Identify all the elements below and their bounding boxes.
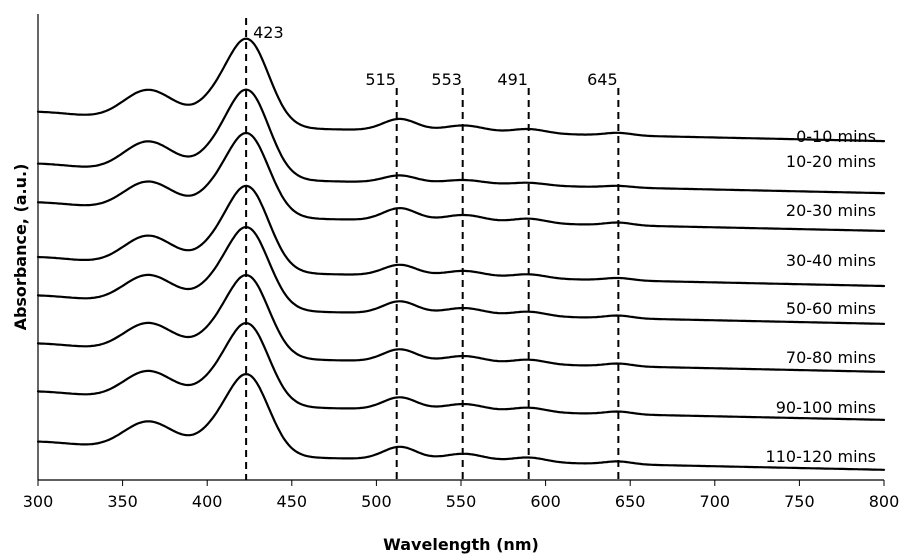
peak-label-491: 491 bbox=[497, 70, 528, 89]
x-tick-label-800: 800 bbox=[869, 492, 900, 511]
series-label-5: 50-60 mins bbox=[786, 299, 876, 318]
peak-label-645: 645 bbox=[587, 70, 618, 89]
spectra-series bbox=[36, 37, 886, 471]
spectrum-line-1 bbox=[36, 37, 886, 143]
spectrum-line-3 bbox=[36, 131, 886, 232]
peak-label-553: 553 bbox=[431, 70, 462, 89]
series-label-2: 10-20 mins bbox=[786, 152, 876, 171]
spectrum-line-2 bbox=[36, 88, 886, 195]
x-tick-label-600: 600 bbox=[530, 492, 561, 511]
x-tick-label-700: 700 bbox=[700, 492, 731, 511]
series-labels: 0-10 mins 10-20 mins 20-30 mins 30-40 mins 5… bbox=[766, 127, 876, 466]
x-axis-ticks: 300 350 400 450 500 550 600 650 700 750 800 bbox=[23, 480, 900, 511]
x-tick-label-400: 400 bbox=[192, 492, 223, 511]
x-tick-label-300: 300 bbox=[23, 492, 54, 511]
x-tick-label-650: 650 bbox=[615, 492, 646, 511]
x-tick-label-550: 550 bbox=[446, 492, 477, 511]
series-label-3: 20-30 mins bbox=[786, 201, 876, 220]
spectrum-line-8 bbox=[36, 373, 886, 471]
peak-markers: 423 515 553 491 645 bbox=[245, 18, 620, 480]
spectrum-line-6 bbox=[36, 273, 886, 373]
peak-label-515: 515 bbox=[365, 70, 396, 89]
spectrum-line-4 bbox=[36, 184, 886, 288]
series-label-7: 90-100 mins bbox=[776, 398, 876, 417]
x-tick-label-500: 500 bbox=[361, 492, 392, 511]
peak-label-423: 423 bbox=[253, 23, 284, 42]
x-tick-label-450: 450 bbox=[277, 492, 308, 511]
spectrum-line-7 bbox=[36, 321, 886, 421]
x-axis-title: Wavelength (nm) bbox=[383, 535, 539, 554]
series-label-8: 110-120 mins bbox=[766, 447, 876, 466]
y-axis-title: Absorbance, (a.u.) bbox=[11, 164, 30, 331]
series-label-1: 0-10 mins bbox=[796, 127, 876, 146]
series-label-6: 70-80 mins bbox=[786, 348, 876, 367]
x-tick-label-750: 750 bbox=[784, 492, 815, 511]
x-tick-label-350: 350 bbox=[107, 492, 138, 511]
spectrum-line-5 bbox=[36, 225, 886, 325]
series-label-4: 30-40 mins bbox=[786, 251, 876, 270]
